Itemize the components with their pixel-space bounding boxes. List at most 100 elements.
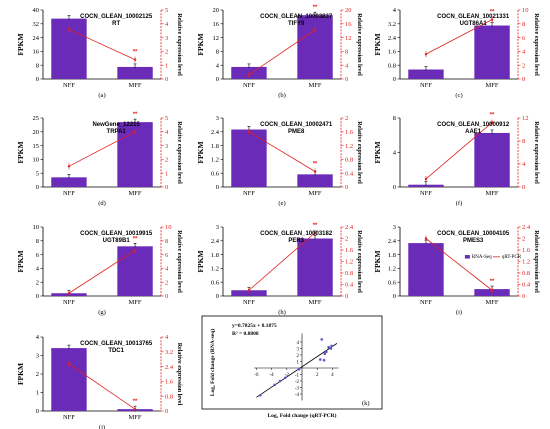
y2-tick-label: 2.4 <box>345 224 354 231</box>
scatter-point <box>322 358 326 362</box>
y-axis-title: FPKM <box>16 363 25 385</box>
y-tick-label: 2.4 <box>388 238 397 245</box>
scatter-frame <box>201 315 383 410</box>
category-label: MFF <box>309 190 322 197</box>
qrt-point <box>247 289 251 292</box>
y2-tick-label: 4 <box>522 161 526 168</box>
significance-mark: ** <box>313 161 318 167</box>
y-tick-label: 3 <box>216 224 219 231</box>
y2-tick-label: 8 <box>165 238 168 245</box>
significance-mark: ** <box>133 50 138 56</box>
y2-axis-title: Relative expression level <box>356 230 362 293</box>
bar-panel-6: 0 2 4 6 8 10 0 2 4 6 8 10 FPKM Relative expression le… <box>16 224 182 316</box>
panel-label: (j) <box>99 424 105 429</box>
y-tick-label: 0 <box>216 293 219 300</box>
qrt-line <box>425 122 493 180</box>
y2-tick-label: 2 <box>345 236 348 243</box>
y2-tick-label: 4 <box>522 49 526 56</box>
legend-swatch-rnaseq <box>464 255 470 259</box>
y2-tick-label: 3 <box>165 35 168 42</box>
scatter-y-tick-label: -4 <box>295 393 300 398</box>
y2-tick-label: 5 <box>165 115 168 122</box>
significance-mark: ** <box>313 5 318 11</box>
qrt-point <box>490 18 494 21</box>
y-tick-label: 4 <box>36 266 40 273</box>
scatter-x-tick-label: -6 <box>254 373 259 378</box>
y-tick-label: 0 <box>216 76 219 83</box>
gene-name: TDC1 <box>108 348 124 354</box>
bar-MFF <box>474 132 510 187</box>
bar-panel-4: 0 0.6 1.2 1.8 2.4 3 0 0.4 0.8 1.2 1.6 2 FPKM Relative… <box>196 115 362 207</box>
y2-tick-label: 1.6 <box>522 247 531 254</box>
y2-tick-label: 16 <box>345 21 352 28</box>
y2-tick-label: 0.8 <box>345 270 353 277</box>
y-tick-label: 0.6 <box>388 279 397 286</box>
gene-id: COCN_GLEAN_10003837 <box>260 14 333 20</box>
y2-tick-label: 0.8 <box>345 157 353 164</box>
scatter-x-tick-label: -4 <box>270 373 275 378</box>
y-tick-label: 8 <box>36 62 39 69</box>
scatter-point <box>327 345 330 349</box>
panel-label: (e) <box>278 200 285 207</box>
category-label: NFF <box>243 82 255 89</box>
panel-label: (d) <box>98 200 106 207</box>
y-axis-title: FPKM <box>196 141 205 163</box>
category-label: NFF <box>420 190 432 197</box>
scatter-y-tick-label: 2 <box>297 354 300 359</box>
qrt-line <box>68 363 136 410</box>
y-tick-label: 1.8 <box>211 143 219 150</box>
qrt-line <box>425 238 493 291</box>
gene-name: PME8 <box>288 129 305 135</box>
scatter-point <box>330 344 333 348</box>
category-label: NFF <box>243 299 255 306</box>
gene-name: AAE1 <box>465 129 482 135</box>
gene-name: RT <box>112 21 120 27</box>
scatter-x-tick-label: 4 <box>331 373 334 378</box>
y2-axis-title: Relative expression level <box>533 121 539 184</box>
category-label: NFF <box>420 299 432 306</box>
y-tick-label: 3 <box>393 224 396 231</box>
scatter-x-tick-label: -2 <box>285 373 290 378</box>
bar-MFF <box>297 174 333 187</box>
qrt-point <box>247 73 251 77</box>
y-tick-label: 2.4 <box>388 35 397 42</box>
y2-tick-label: 0.8 <box>165 393 173 400</box>
y2-tick-label: 2 <box>345 115 348 122</box>
y-tick-label: 3 <box>36 353 39 360</box>
y2-tick-label: 2 <box>165 157 168 164</box>
y2-tick-label: 1.6 <box>165 379 174 386</box>
bar-MFF <box>117 246 153 296</box>
y-tick-label: 2 <box>36 371 39 378</box>
scatter-y-tick-label: -1 <box>295 373 300 378</box>
y2-axis-title: Relative expression level <box>176 230 182 293</box>
scatter-y-tick-label: 1 <box>297 360 300 365</box>
qrt-point <box>67 362 71 366</box>
y2-tick-label: 6 <box>522 35 526 42</box>
y2-tick-label: 0 <box>165 293 168 300</box>
y-tick-label: 10 <box>33 157 40 164</box>
significance-mark: ** <box>490 279 495 285</box>
y2-tick-label: 0 <box>165 184 168 191</box>
y2-tick-label: 1.6 <box>345 129 354 136</box>
category-label: MFF <box>129 299 142 306</box>
y-tick-label: 5 <box>36 170 39 177</box>
y2-tick-label: 2.4 <box>165 364 174 371</box>
y2-axis-title: Relative expression level <box>356 121 362 184</box>
y-tick-label: 2.4 <box>211 238 220 245</box>
bar-NFF <box>408 69 444 79</box>
y-tick-label: 1 <box>36 390 39 397</box>
panel-label: (h) <box>278 309 286 316</box>
category-label: NFF <box>420 82 432 89</box>
scatter-y-tick-label: -3 <box>295 386 300 391</box>
y2-tick-label: 0 <box>522 184 525 191</box>
significance-mark: ** <box>133 399 138 405</box>
scatter-point <box>278 379 282 383</box>
y2-axis-title: Relative expression level <box>176 13 182 76</box>
scatter-y-tick-label: 4 <box>297 341 300 346</box>
y-tick-label: 40 <box>33 7 40 14</box>
bar-NFF <box>231 129 267 187</box>
y2-axis-title: Relative expression level <box>533 13 539 76</box>
y2-tick-label: 0 <box>345 293 348 300</box>
y-axis-title: FPKM <box>196 33 205 55</box>
y2-tick-label: 0.8 <box>522 270 530 277</box>
